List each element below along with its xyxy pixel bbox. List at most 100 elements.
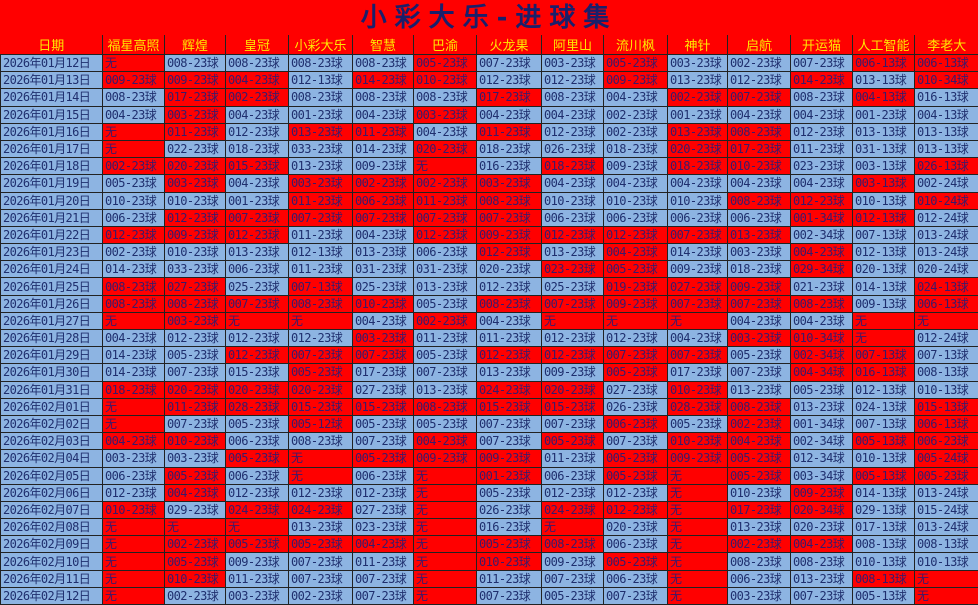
goal-cell[interactable]: 027-23球 [353,381,414,398]
goal-cell[interactable]: 012-23球 [226,123,289,140]
goal-cell[interactable]: 004-23球 [353,226,414,243]
goal-cell[interactable]: 007-23球 [289,347,353,364]
goal-cell[interactable]: 010-23球 [103,192,165,209]
goal-cell[interactable]: 003-23球 [289,175,353,192]
goal-cell[interactable]: 026-23球 [604,398,668,415]
goal-cell[interactable]: 009-23球 [165,226,226,243]
goal-cell[interactable]: 018-23球 [226,140,289,157]
goal-cell[interactable]: 004-23球 [791,244,853,261]
goal-cell[interactable]: 007-13球 [853,226,915,243]
goal-cell[interactable]: 027-23球 [165,278,226,295]
goal-cell[interactable]: 007-23球 [791,587,853,604]
goal-cell[interactable]: 004-23球 [542,175,604,192]
goal-cell[interactable]: 010-23球 [165,570,226,587]
goal-cell[interactable]: 006-23球 [728,209,791,226]
goal-cell[interactable]: 002-23球 [668,89,728,106]
goal-cell[interactable]: 009-23球 [728,278,791,295]
goal-cell[interactable]: 006-23球 [668,209,728,226]
goal-cell[interactable]: 无 [414,519,477,536]
goal-cell[interactable]: 029-34球 [791,261,853,278]
goal-cell[interactable]: 005-13球 [853,467,915,484]
goal-cell[interactable]: 005-23球 [289,536,353,553]
goal-cell[interactable]: 007-23球 [414,364,477,381]
goal-cell[interactable]: 007-23球 [542,295,604,312]
goal-cell[interactable]: 016-13球 [853,364,915,381]
goal-cell[interactable]: 008-13球 [853,570,915,587]
goal-cell[interactable]: 005-23球 [728,347,791,364]
goal-cell[interactable]: 无 [103,587,165,604]
goal-cell[interactable]: 004-13球 [915,106,978,123]
goal-cell[interactable]: 008-23球 [353,89,414,106]
goal-cell[interactable]: 014-13球 [853,484,915,501]
goal-cell[interactable]: 020-13球 [853,261,915,278]
goal-cell[interactable]: 013-24球 [915,519,978,536]
goal-cell[interactable]: 013-23球 [353,244,414,261]
goal-cell[interactable]: 005-23球 [226,536,289,553]
goal-cell[interactable]: 002-34球 [791,433,853,450]
goal-cell[interactable]: 012-23球 [226,330,289,347]
goal-cell[interactable]: 020-23球 [542,381,604,398]
goal-cell[interactable]: 007-23球 [477,415,542,432]
goal-cell[interactable]: 003-23球 [668,55,728,72]
goal-cell[interactable]: 010-23球 [728,158,791,175]
goal-cell[interactable]: 004-13球 [853,89,915,106]
goal-cell[interactable]: 009-23球 [542,553,604,570]
goal-cell[interactable]: 006-23球 [226,433,289,450]
goal-cell[interactable]: 010-24球 [915,192,978,209]
column-header[interactable]: 福星高照 [103,35,165,55]
goal-cell[interactable]: 004-23球 [353,536,414,553]
goal-cell[interactable]: 018-23球 [542,158,604,175]
goal-cell[interactable]: 011-23球 [165,398,226,415]
goal-cell[interactable]: 009-23球 [226,553,289,570]
goal-cell[interactable]: 013-23球 [728,226,791,243]
goal-cell[interactable]: 005-23球 [165,553,226,570]
goal-cell[interactable]: 009-23球 [477,226,542,243]
goal-cell[interactable]: 010-23球 [165,433,226,450]
goal-cell[interactable]: 024-23球 [542,501,604,518]
goal-cell[interactable]: 009-23球 [353,158,414,175]
goal-cell[interactable]: 017-13球 [853,519,915,536]
goal-cell[interactable]: 010-23球 [165,192,226,209]
goal-cell[interactable]: 020-23球 [668,140,728,157]
goal-cell[interactable]: 008-23球 [414,398,477,415]
goal-cell[interactable]: 020-23球 [226,381,289,398]
goal-cell[interactable]: 012-23球 [791,123,853,140]
goal-cell[interactable]: 007-23球 [668,226,728,243]
goal-cell[interactable]: 027-23球 [668,278,728,295]
goal-cell[interactable]: 无 [542,312,604,329]
goal-cell[interactable]: 无 [604,312,668,329]
goal-cell[interactable]: 007-23球 [289,570,353,587]
goal-cell[interactable]: 018-23球 [103,381,165,398]
goal-cell[interactable]: 009-23球 [414,450,477,467]
goal-cell[interactable]: 005-12球 [289,415,353,432]
goal-cell[interactable]: 012-23球 [103,226,165,243]
goal-cell[interactable]: 011-23球 [477,570,542,587]
goal-cell[interactable]: 004-23球 [103,106,165,123]
date-cell[interactable]: 2026年01月30日 [1,364,103,381]
goal-cell[interactable]: 无 [103,570,165,587]
goal-cell[interactable]: 005-23球 [226,415,289,432]
goal-cell[interactable]: 004-23球 [414,123,477,140]
goal-cell[interactable]: 018-23球 [604,140,668,157]
goal-cell[interactable]: 012-23球 [103,484,165,501]
goal-cell[interactable]: 013-13球 [853,123,915,140]
goal-cell[interactable]: 无 [668,536,728,553]
goal-cell[interactable]: 无 [103,415,165,432]
column-header[interactable]: 神针 [668,35,728,55]
goal-cell[interactable]: 005-23球 [165,467,226,484]
goal-cell[interactable]: 008-23球 [791,553,853,570]
goal-cell[interactable]: 008-23球 [289,89,353,106]
date-cell[interactable]: 2026年02月05日 [1,467,103,484]
goal-cell[interactable]: 007-23球 [728,89,791,106]
date-cell[interactable]: 2026年02月03日 [1,433,103,450]
date-cell[interactable]: 2026年02月12日 [1,587,103,604]
goal-cell[interactable]: 005-23球 [604,261,668,278]
date-cell[interactable]: 2026年01月17日 [1,140,103,157]
goal-cell[interactable]: 013-23球 [414,278,477,295]
goal-cell[interactable]: 020-23球 [165,381,226,398]
goal-cell[interactable]: 012-13球 [289,244,353,261]
goal-cell[interactable]: 003-23球 [477,175,542,192]
goal-cell[interactable]: 012-23球 [542,484,604,501]
goal-cell[interactable]: 004-23球 [103,330,165,347]
date-cell[interactable]: 2026年02月04日 [1,450,103,467]
